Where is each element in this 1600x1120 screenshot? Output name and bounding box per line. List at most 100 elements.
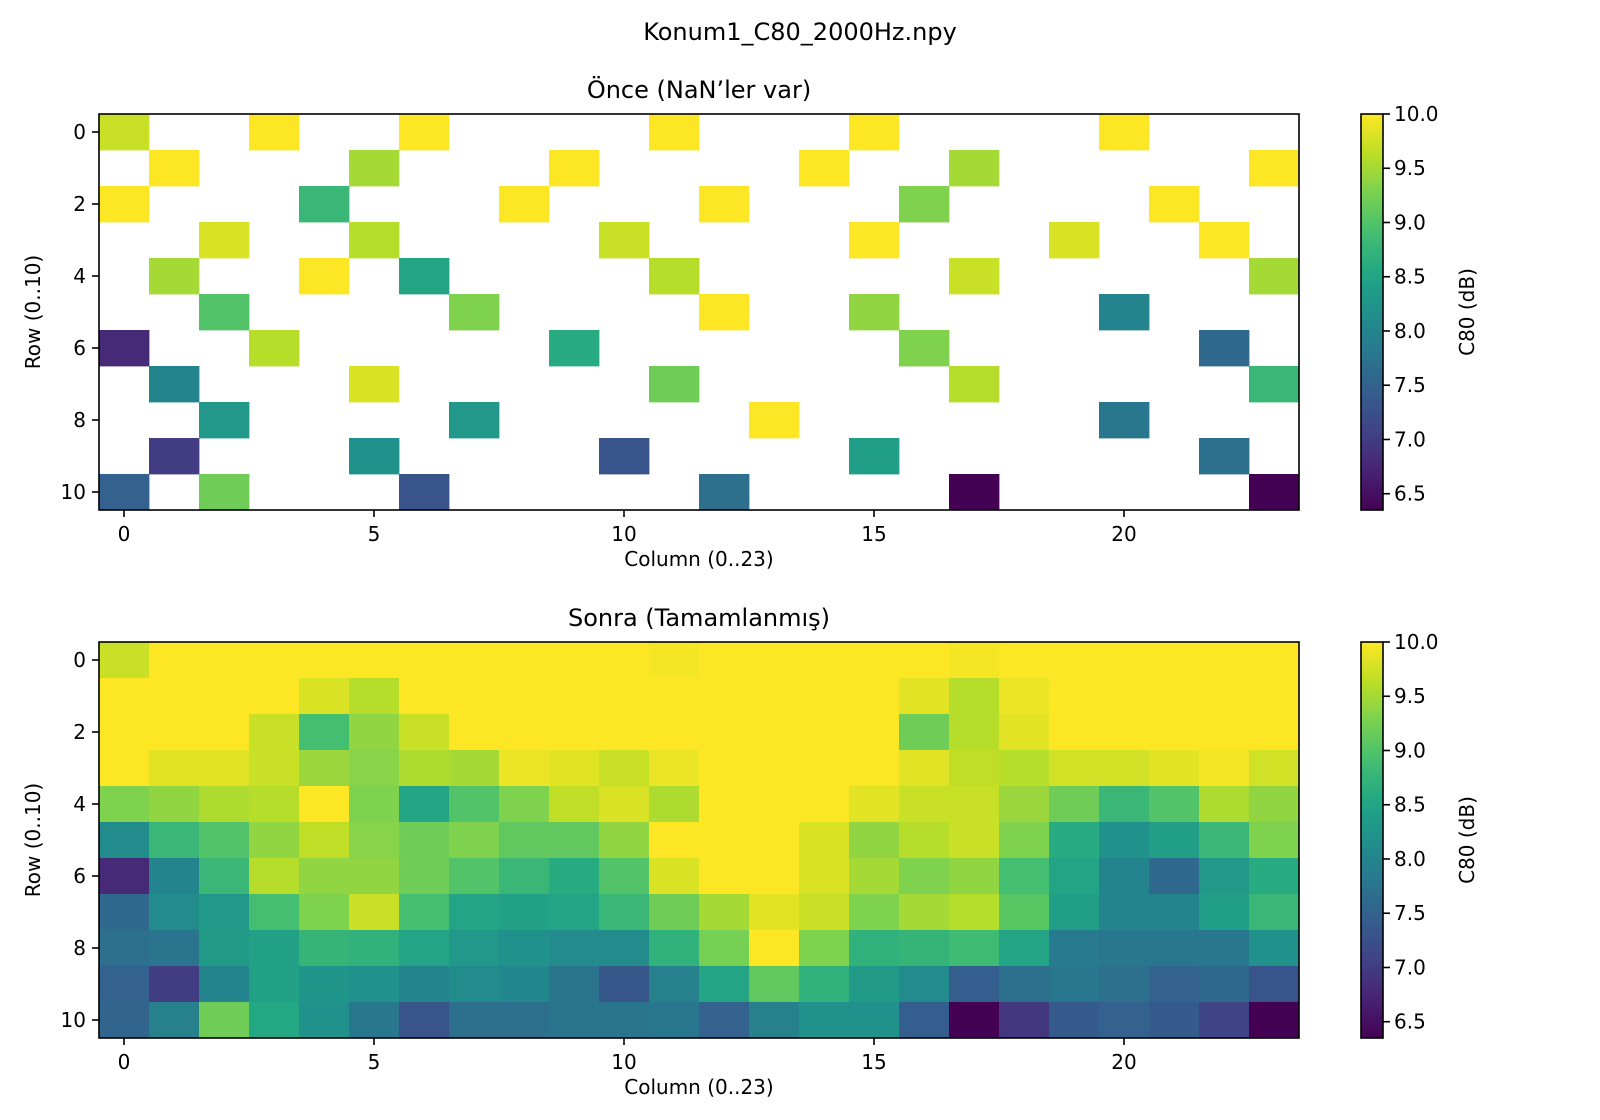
heatmap-cell [749, 930, 800, 967]
colorbar-segment [1361, 381, 1383, 386]
colorbar-segment [1361, 249, 1383, 254]
heatmap-cell [199, 222, 250, 259]
colorbar-segment [1361, 180, 1383, 184]
colorbar-segment [1361, 741, 1383, 745]
panel-before-title: Önce (NaN’ler var) [587, 75, 811, 104]
heatmap-cell [1199, 678, 1250, 715]
heatmap-cell [949, 894, 1000, 931]
colorbar-segment [1361, 658, 1383, 663]
colorbar-segment [1361, 853, 1383, 857]
heatmap-cell [199, 786, 250, 823]
colorbar-segment [1361, 922, 1383, 927]
colorbar-segment [1361, 457, 1383, 461]
heatmap-cell [1049, 642, 1100, 679]
colorbar-segment [1361, 430, 1383, 435]
colorbar-segment [1361, 199, 1383, 204]
heatmap-cell [349, 930, 400, 967]
colorbar-tick-label: 6.5 [1394, 1010, 1426, 1034]
heatmap-cell [1199, 786, 1250, 823]
y-tick-label: 0 [73, 648, 86, 672]
heatmap-cell [749, 402, 800, 439]
heatmap-cell [899, 678, 950, 715]
colorbar-tick-label: 8.0 [1394, 847, 1426, 871]
heatmap-cell [1249, 750, 1300, 787]
y-tick-label: 6 [73, 336, 86, 360]
heatmap-cell [99, 930, 150, 967]
heatmap-cell [1099, 642, 1150, 679]
heatmap-cell [699, 786, 750, 823]
colorbar-segment [1361, 183, 1383, 188]
heatmap-cell [399, 786, 450, 823]
heatmap-cell [549, 930, 600, 967]
heatmap-cell [149, 930, 200, 967]
colorbar-segment [1361, 193, 1383, 197]
y-tick-label: 6 [73, 864, 86, 888]
colorbar-segment [1361, 358, 1383, 362]
colorbar-segment [1361, 434, 1383, 438]
heatmap-cell [399, 678, 450, 715]
heatmap-cell [799, 822, 850, 859]
panel-after-x-axis: 0 5 10 15 20 [118, 1038, 1137, 1074]
heatmap-cell [749, 786, 800, 823]
colorbar-tick-label: 10.0 [1394, 630, 1439, 654]
colorbar-segment [1361, 985, 1383, 989]
heatmap-cell [599, 678, 650, 715]
heatmap-cell [249, 678, 300, 715]
heatmap-cell [149, 366, 200, 403]
heatmap-cell [699, 714, 750, 751]
heatmap-cell [1249, 258, 1300, 295]
heatmap-cell [349, 966, 400, 1003]
heatmap-cell [449, 402, 500, 439]
colorbar-segment [1361, 305, 1383, 310]
colorbar-segment [1361, 1021, 1383, 1026]
colorbar-segment [1361, 962, 1383, 966]
panel-before-axes-frame [98, 113, 1300, 511]
heatmap-cell [599, 438, 650, 475]
colorbar-segment [1361, 731, 1383, 735]
heatmap-cell [249, 822, 300, 859]
colorbar-segment [1361, 325, 1383, 329]
colorbar-segment [1361, 117, 1383, 122]
colorbar-segment [1361, 150, 1383, 155]
heatmap-cell [849, 786, 900, 823]
heatmap-cell [449, 786, 500, 823]
heatmap-cell [199, 750, 250, 787]
y-tick-label: 8 [73, 408, 86, 432]
colorbar-tick-label: 8.5 [1394, 265, 1426, 289]
heatmap-cell [899, 930, 950, 967]
heatmap-cell [649, 258, 700, 295]
colorbar-segment [1361, 879, 1383, 884]
heatmap-cell [399, 894, 450, 931]
heatmap-cell [149, 1002, 200, 1039]
heatmap-cell [849, 894, 900, 931]
heatmap-cell [99, 474, 150, 511]
heatmap-cell [599, 1002, 650, 1039]
heatmap-cell [899, 822, 950, 859]
colorbar-segment [1361, 724, 1383, 729]
colorbar-segment [1361, 401, 1383, 405]
colorbar-segment [1361, 397, 1383, 402]
colorbar-tick-label: 10.0 [1394, 102, 1439, 126]
heatmap-cell [549, 1002, 600, 1039]
heatmap-cell [499, 966, 550, 1003]
colorbar-segment [1361, 404, 1383, 409]
colorbar-segment [1361, 391, 1383, 395]
heatmap-cell [1099, 786, 1150, 823]
heatmap-cell [949, 1002, 1000, 1039]
heatmap-cell [1049, 966, 1100, 1003]
heatmap-cell [1099, 930, 1150, 967]
heatmap-cell [849, 714, 900, 751]
panel-after-heatmap-cells [99, 642, 1300, 1039]
colorbar-segment [1361, 899, 1383, 904]
heatmap-cell [99, 822, 150, 859]
colorbar-tick-label: 9.5 [1394, 156, 1426, 180]
heatmap-cell [449, 750, 500, 787]
heatmap-cell [1049, 930, 1100, 967]
colorbar-segment [1361, 364, 1383, 369]
heatmap-cell [699, 1002, 750, 1039]
heatmap-cell [299, 786, 350, 823]
colorbar-segment [1361, 308, 1383, 313]
y-tick-label: 4 [73, 792, 86, 816]
heatmap-cell [1199, 966, 1250, 1003]
heatmap-cell [799, 894, 850, 931]
